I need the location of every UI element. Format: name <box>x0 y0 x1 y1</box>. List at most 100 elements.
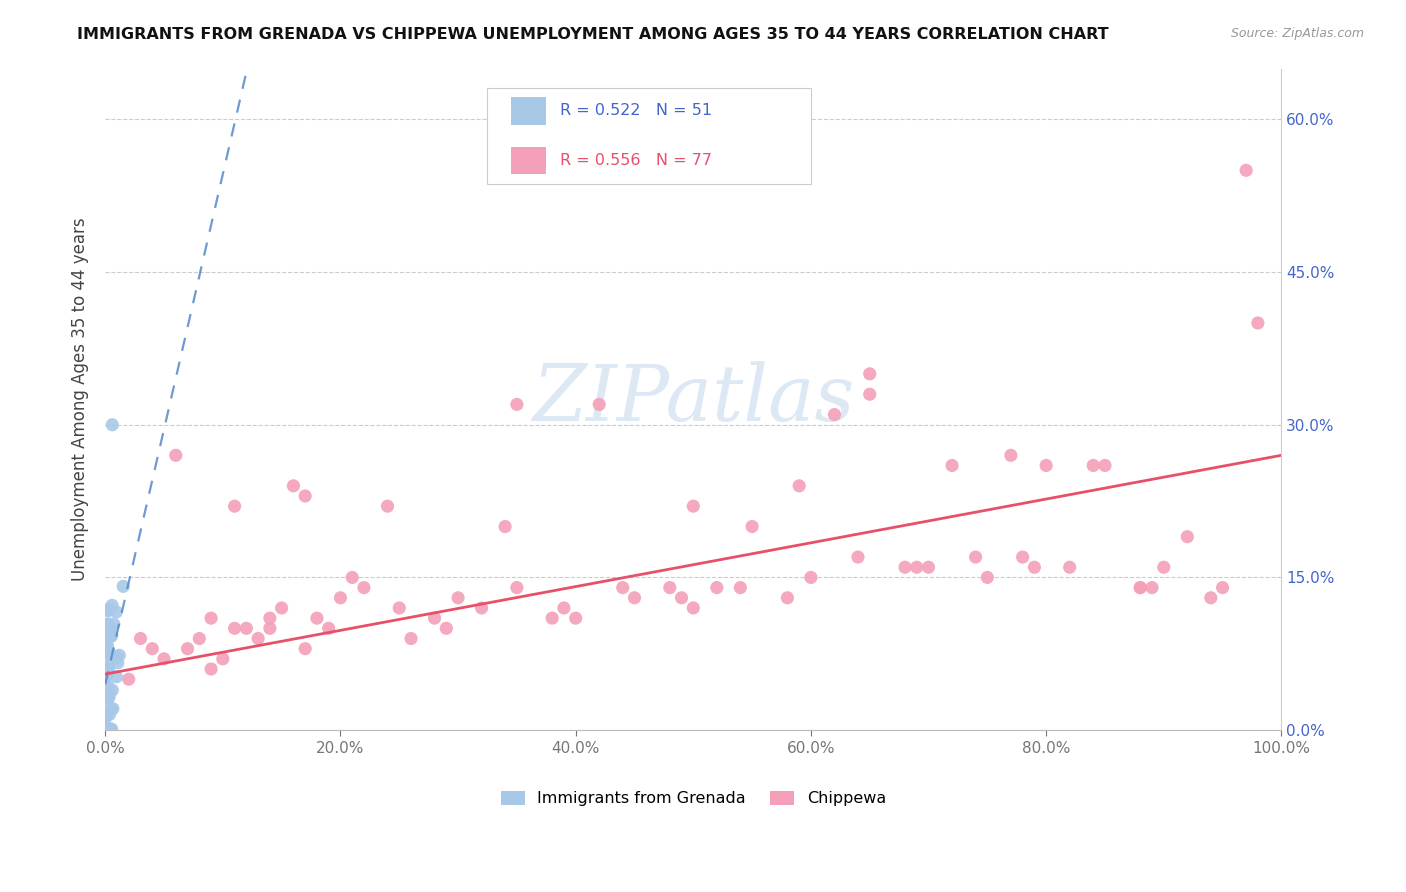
Text: IMMIGRANTS FROM GRENADA VS CHIPPEWA UNEMPLOYMENT AMONG AGES 35 TO 44 YEARS CORRE: IMMIGRANTS FROM GRENADA VS CHIPPEWA UNEM… <box>77 27 1109 42</box>
Point <box>101 417 124 432</box>
Point <box>188 632 211 646</box>
Point <box>541 611 564 625</box>
Legend: Immigrants from Grenada, Chippewa: Immigrants from Grenada, Chippewa <box>495 784 893 813</box>
Point <box>94 688 117 702</box>
Point <box>588 397 610 411</box>
Point <box>96 690 118 705</box>
Point <box>100 628 122 642</box>
Point <box>96 668 118 682</box>
Point <box>894 560 917 574</box>
Point <box>294 489 316 503</box>
Point <box>235 621 257 635</box>
FancyBboxPatch shape <box>510 146 547 174</box>
Point <box>101 702 124 716</box>
Point <box>165 448 187 462</box>
Point <box>96 622 118 636</box>
Point <box>1011 550 1033 565</box>
Point <box>1153 560 1175 574</box>
Point <box>108 648 131 663</box>
Point <box>434 621 457 635</box>
Point <box>1000 448 1022 462</box>
Point <box>1094 458 1116 473</box>
Point <box>965 550 987 565</box>
Point <box>506 581 529 595</box>
Point <box>564 611 586 625</box>
Point <box>553 601 575 615</box>
Point <box>97 643 120 657</box>
Point <box>800 570 823 584</box>
Point <box>97 663 120 677</box>
Point <box>1175 530 1198 544</box>
Point <box>94 720 117 734</box>
Point <box>105 605 128 619</box>
Point <box>353 581 375 595</box>
Point <box>823 408 845 422</box>
Text: R = 0.522   N = 51: R = 0.522 N = 51 <box>561 103 713 119</box>
Point <box>176 641 198 656</box>
Point <box>97 664 120 678</box>
Text: ZIPatlas: ZIPatlas <box>531 361 855 437</box>
Point <box>1234 163 1257 178</box>
Point <box>342 570 364 584</box>
Point <box>623 591 645 605</box>
Point <box>741 519 763 533</box>
Point <box>105 650 128 665</box>
Y-axis label: Unemployment Among Ages 35 to 44 years: Unemployment Among Ages 35 to 44 years <box>72 218 89 581</box>
Point <box>494 519 516 533</box>
Point <box>96 668 118 682</box>
Point <box>97 660 120 674</box>
Point <box>98 620 121 634</box>
Point <box>305 611 328 625</box>
Point <box>859 387 882 401</box>
Point <box>905 560 928 574</box>
Point <box>96 662 118 676</box>
Point <box>97 648 120 663</box>
Point <box>211 652 233 666</box>
Point <box>706 581 728 595</box>
Point <box>658 581 681 595</box>
Point <box>94 722 117 736</box>
Point <box>259 611 281 625</box>
Point <box>94 681 117 696</box>
Point <box>377 499 399 513</box>
Point <box>682 499 704 513</box>
Point <box>259 621 281 635</box>
Point <box>97 690 120 704</box>
Point <box>730 581 752 595</box>
Point <box>1199 591 1222 605</box>
Point <box>98 690 121 704</box>
Point <box>471 601 494 615</box>
Text: R = 0.556   N = 77: R = 0.556 N = 77 <box>561 153 713 168</box>
Point <box>97 683 120 698</box>
Point <box>112 579 135 593</box>
Point <box>100 629 122 643</box>
Point <box>671 591 693 605</box>
Point <box>103 617 125 632</box>
Point <box>247 632 270 646</box>
Point <box>682 601 704 615</box>
Point <box>776 591 799 605</box>
Point <box>423 611 446 625</box>
Point <box>96 691 118 706</box>
Point <box>200 611 222 625</box>
FancyBboxPatch shape <box>510 97 547 125</box>
Point <box>101 599 124 613</box>
Point <box>96 681 118 695</box>
Point <box>976 570 998 584</box>
Point <box>1247 316 1270 330</box>
Point <box>447 591 470 605</box>
Point <box>97 722 120 736</box>
Point <box>97 645 120 659</box>
Point <box>100 629 122 643</box>
Point <box>98 707 121 722</box>
Point <box>1212 581 1234 595</box>
Point <box>1059 560 1081 574</box>
Point <box>96 638 118 652</box>
Point <box>329 591 352 605</box>
Point <box>97 680 120 694</box>
Point <box>100 722 122 736</box>
Point <box>96 688 118 702</box>
Point <box>506 397 529 411</box>
Point <box>388 601 411 615</box>
Point <box>96 632 118 646</box>
